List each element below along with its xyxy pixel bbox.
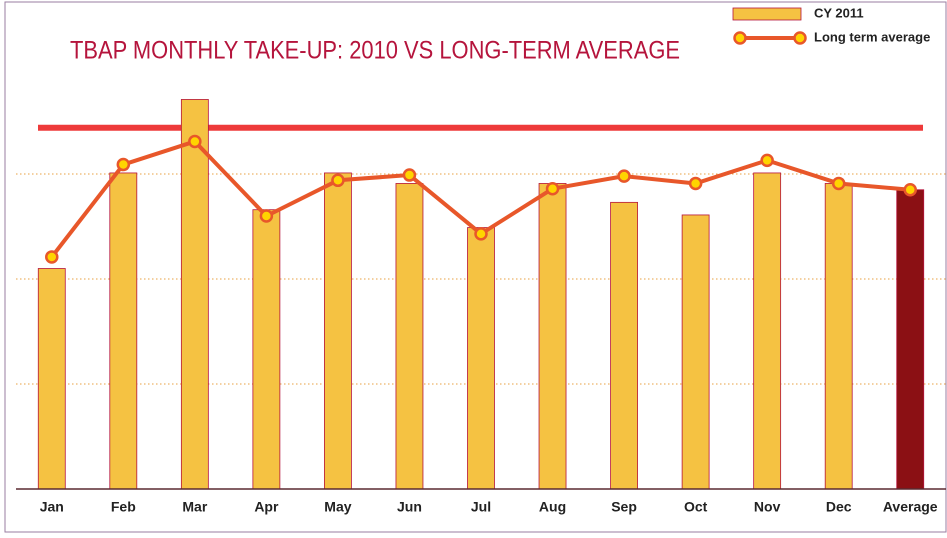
line-marker (188, 134, 202, 149)
line-marker (760, 153, 774, 168)
bar (395, 183, 424, 490)
line-marker (259, 209, 274, 223)
x-tick-label: May (324, 499, 351, 515)
bar (37, 268, 66, 490)
line-marker (331, 173, 345, 188)
line-marker (617, 169, 631, 183)
x-tick-label: Nov (754, 499, 781, 515)
x-tick-label: Average (883, 499, 938, 515)
line-marker (545, 181, 560, 196)
bar (252, 209, 281, 490)
line-marker (831, 176, 846, 191)
bar (180, 99, 209, 490)
legend-label: CY 2011 (814, 5, 864, 20)
bar (109, 172, 138, 490)
frame (4, 1, 947, 533)
legend-swatch (732, 7, 802, 21)
legend-swatch (733, 31, 747, 45)
x-tick-label: Mar (182, 499, 207, 515)
line-marker (474, 227, 488, 241)
x-tick-label: Jun (397, 499, 422, 515)
bar (538, 183, 567, 490)
line-marker (402, 168, 417, 182)
x-tick-label: Oct (684, 499, 708, 515)
bar (324, 172, 352, 490)
line-marker (688, 176, 703, 191)
x-tick-label: Jan (40, 499, 64, 515)
x-tick-label: Dec (826, 499, 852, 515)
x-tick-label: Sep (611, 499, 637, 515)
legend-swatch (793, 31, 807, 45)
bar (753, 172, 782, 490)
line-marker (903, 183, 917, 197)
bar (681, 214, 710, 490)
line-marker (45, 250, 59, 264)
legend-label: Long term average (814, 29, 930, 44)
bar (824, 183, 853, 490)
x-tick-label: Jul (471, 499, 491, 515)
bar (610, 201, 638, 490)
line-marker (116, 157, 131, 172)
x-tick-label: Aug (539, 499, 566, 515)
chart-title: TBAP MONTHLY TAKE-UP: 2010 VS LONG-TERM … (70, 37, 680, 65)
bar (896, 189, 925, 490)
x-tick-label: Feb (111, 499, 136, 515)
bar (467, 227, 495, 490)
x-tick-label: Apr (254, 499, 279, 515)
